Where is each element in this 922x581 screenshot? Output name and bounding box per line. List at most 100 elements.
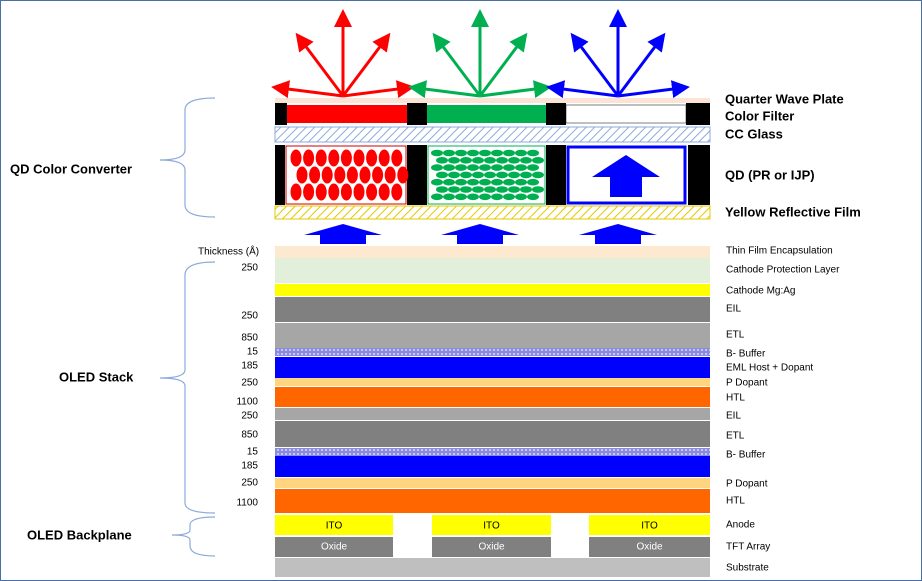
thickness: 250 [241,478,258,489]
thickness: 850 [241,333,258,344]
red-qd [303,183,315,201]
layer-label: ETL [726,431,745,442]
green-qd [503,193,515,201]
red-qd [303,149,315,167]
qd-layer-label: QD (PR or IJP) [725,167,815,182]
red-qd [328,183,340,201]
qd-layer-label: Quarter Wave Plate [725,91,844,106]
layer-label: Substrate [726,563,769,574]
green-qd [520,186,532,193]
red-qd [391,149,403,167]
emission-arrow [546,80,619,99]
green-qd [467,164,479,171]
green-qd [455,149,467,157]
oled-layer [275,421,710,447]
green-qd [479,164,491,171]
green-qd [515,178,527,186]
layer-label: B- Buffer [726,349,766,360]
green-qd [532,157,544,164]
tft-oxide [589,537,710,557]
red-qd [334,166,346,184]
red-qd [397,166,409,184]
green-qd [532,186,544,193]
red-qd [378,183,390,201]
green-qd [484,171,496,179]
emission-arrow [341,32,391,97]
emission-arrow [295,32,345,97]
green-qd [491,149,503,157]
thickness: 15 [247,347,259,358]
layer-label: TFT Array [726,542,770,553]
green-qd [443,149,455,157]
green-qd [508,157,520,164]
oled-layer [275,558,710,577]
tft-oxide [432,537,551,557]
red-qd [321,166,333,184]
oled-layer [275,456,710,477]
anode-label: ITO [483,521,500,532]
cc-glass [274,126,711,143]
red-qd [340,183,352,201]
thickness: 185 [241,461,258,472]
thickness-header: Thickness (Å) [198,245,259,258]
red-qd [290,183,302,201]
green-qd [479,178,491,186]
emission-arrow [617,80,690,99]
green-qd [496,186,508,193]
green-qd [448,171,460,179]
anode-ito [275,515,393,535]
green-qd [443,178,455,186]
red-qd [372,166,384,184]
green-qd [484,157,496,164]
emission-arrow [570,32,620,97]
green-qd [515,193,527,201]
oled-layer [275,448,710,456]
green-qd [460,157,472,164]
qd-layer-label: Yellow Reflective Film [725,204,861,219]
thickness: 1100 [236,498,258,509]
green-qd [436,157,448,164]
layer-label: HTL [726,393,745,404]
green-qd [436,186,448,193]
layer-label: EIL [726,304,741,315]
oled-layer [275,258,710,283]
red-qd [296,166,308,184]
layer-label: P Dopant [726,479,768,490]
red-qd [366,183,378,201]
red-qd [328,149,340,167]
green-qd [479,149,491,157]
red-qd [384,166,396,184]
layer-label: Thin Film Encapsulation [726,246,833,257]
anode-ito [589,515,710,535]
green-qd [527,193,539,201]
green-qd [436,171,448,179]
layer-label: HTL [726,496,745,507]
oled-layer [275,348,710,356]
group-label: OLED Backplane [27,527,132,542]
green-qd [460,186,472,193]
thickness: 15 [247,447,259,458]
green-qd [472,157,484,164]
oled-layer [275,408,710,420]
tft-label: Oxide [636,542,663,553]
emission-arrow [271,80,344,99]
emission-arrow [342,80,415,99]
green-qd [455,178,467,186]
red-qd [309,166,321,184]
green-qd [431,193,443,201]
tft-label: Oxide [478,542,505,553]
thickness: 250 [241,311,258,322]
yellow-reflective-film [274,205,711,220]
red-qd [378,149,390,167]
emission-arrow [432,32,482,97]
thickness: 250 [241,263,258,274]
green-qd [503,164,515,171]
layer-label: EML Host + Dopant [726,363,813,374]
red-qd [353,149,365,167]
thickness: 850 [241,430,258,441]
red-qd [340,149,352,167]
layer-label: Cathode Mg:Ag [726,286,796,297]
green-qd [527,178,539,186]
layer-label: EIL [726,411,741,422]
emission-arrow [478,32,528,97]
